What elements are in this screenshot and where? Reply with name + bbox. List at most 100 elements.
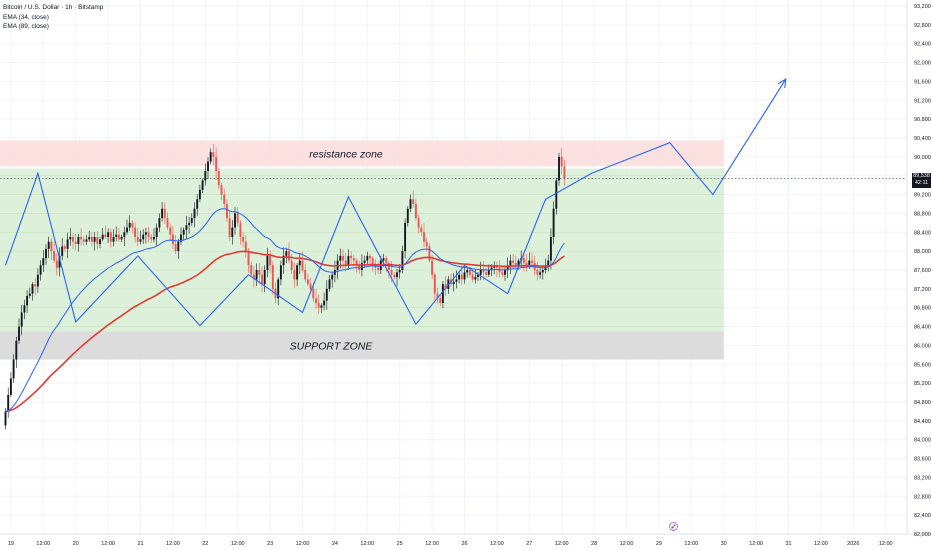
time-tick-label: 12:00 (490, 541, 504, 547)
ema34-line[interactable] (5, 208, 565, 412)
candle-body (147, 232, 150, 237)
candle-body (207, 161, 209, 171)
time-tick-label: 20 (73, 541, 79, 547)
candle-body (231, 227, 234, 237)
tradingview-event-icon[interactable] (669, 522, 678, 531)
candle-body (306, 279, 309, 285)
candle-body (155, 227, 158, 237)
candle-body (344, 260, 347, 266)
candle-body (363, 260, 366, 263)
candle-body (528, 260, 531, 266)
candle-body (441, 284, 444, 303)
price-tick-label: 87,200 (914, 287, 931, 293)
candle-body (20, 312, 23, 327)
candle-body (433, 274, 436, 294)
candle-body (509, 260, 512, 266)
candle-body (552, 208, 555, 237)
candle-body (347, 255, 350, 266)
price-tick-label: 90,800 (914, 117, 931, 123)
time-tick-label: 30 (721, 541, 727, 547)
candle-body (242, 237, 245, 242)
candle-body (39, 265, 42, 275)
candle-body (177, 241, 180, 252)
candle-body (468, 270, 471, 275)
price-tick-label: 93,200 (914, 4, 931, 10)
resistance-zone[interactable] (0, 140, 724, 167)
candle-body (539, 272, 542, 275)
ema89-line[interactable] (5, 250, 565, 413)
candle-body (406, 208, 409, 223)
time-tick-label: 23 (267, 541, 273, 547)
candle-body (385, 258, 388, 263)
symbol-title[interactable]: Bitcoin / U.S. Dollar · 1h · Bitstamp (3, 4, 104, 11)
price-tick-label: 85,600 (914, 362, 931, 368)
candle-body (169, 227, 172, 235)
candle-body (560, 156, 563, 167)
zigzag-arrowhead (777, 78, 787, 89)
candle-body (404, 222, 407, 252)
candle-body (136, 237, 139, 242)
candle-body (482, 270, 485, 273)
candle-body (420, 227, 423, 233)
time-tick-label: 22 (202, 541, 208, 547)
time-tick-label: 12:00 (749, 541, 763, 547)
candle-body (198, 189, 201, 200)
candle-body (558, 156, 560, 181)
candle-body (458, 274, 461, 280)
candle-body (517, 260, 520, 266)
candle-body (204, 171, 207, 181)
time-tick-label: 12:00 (101, 541, 115, 547)
candle-body (455, 279, 458, 282)
candle-body (409, 199, 412, 209)
candle-body (506, 265, 509, 270)
candle-body (99, 239, 101, 245)
candle-body (53, 251, 56, 261)
candle-body (182, 229, 185, 235)
candle-body (312, 288, 315, 299)
candle-body (428, 246, 431, 261)
ema34-legend[interactable]: EMA (34, close) (3, 13, 49, 21)
candle-body (250, 265, 253, 275)
candle-body (342, 255, 344, 261)
candle-body (288, 251, 290, 261)
candle-body (296, 265, 299, 280)
ema89-legend[interactable]: EMA (89, close) (3, 23, 49, 30)
candle-body (69, 237, 72, 240)
candle-body (398, 270, 401, 273)
price-tick-label: 87,600 (914, 268, 931, 274)
price-tick-label: 84,800 (914, 400, 931, 406)
candle-body (360, 262, 363, 270)
time-tick-label: 28 (591, 541, 597, 547)
candle-body (61, 246, 64, 256)
candle-body (304, 270, 307, 280)
support-zone[interactable] (0, 331, 724, 360)
price-tick-label: 84,400 (914, 419, 931, 425)
candle-body (93, 237, 96, 242)
candle-body (131, 222, 134, 228)
candle-body (331, 274, 334, 280)
range-zone[interactable] (0, 168, 724, 332)
candle-body (90, 237, 93, 242)
zigzag-projection-path[interactable] (4, 78, 787, 327)
price-tick-label: 88,000 (914, 249, 931, 255)
time-tick-label: 12:00 (36, 541, 50, 547)
candle-body (26, 295, 29, 306)
candle-body (266, 255, 269, 270)
price-tick-label: 91,200 (914, 98, 931, 104)
candle-body (279, 265, 282, 280)
candle-body (290, 260, 293, 270)
candle-body (352, 258, 355, 261)
time-tick-label: 12:00 (231, 541, 245, 547)
price-tick-label: 91,600 (914, 79, 931, 85)
candle-body (439, 298, 442, 303)
candle-body (58, 255, 61, 268)
candle-body (323, 300, 326, 306)
candle-body (247, 251, 250, 266)
candle-body (536, 270, 539, 275)
candle-body (45, 248, 47, 259)
candle-body (255, 270, 258, 280)
support-zone-label: SUPPORT ZONE (290, 340, 374, 352)
candle-body (228, 218, 231, 237)
candle-body (396, 272, 398, 278)
